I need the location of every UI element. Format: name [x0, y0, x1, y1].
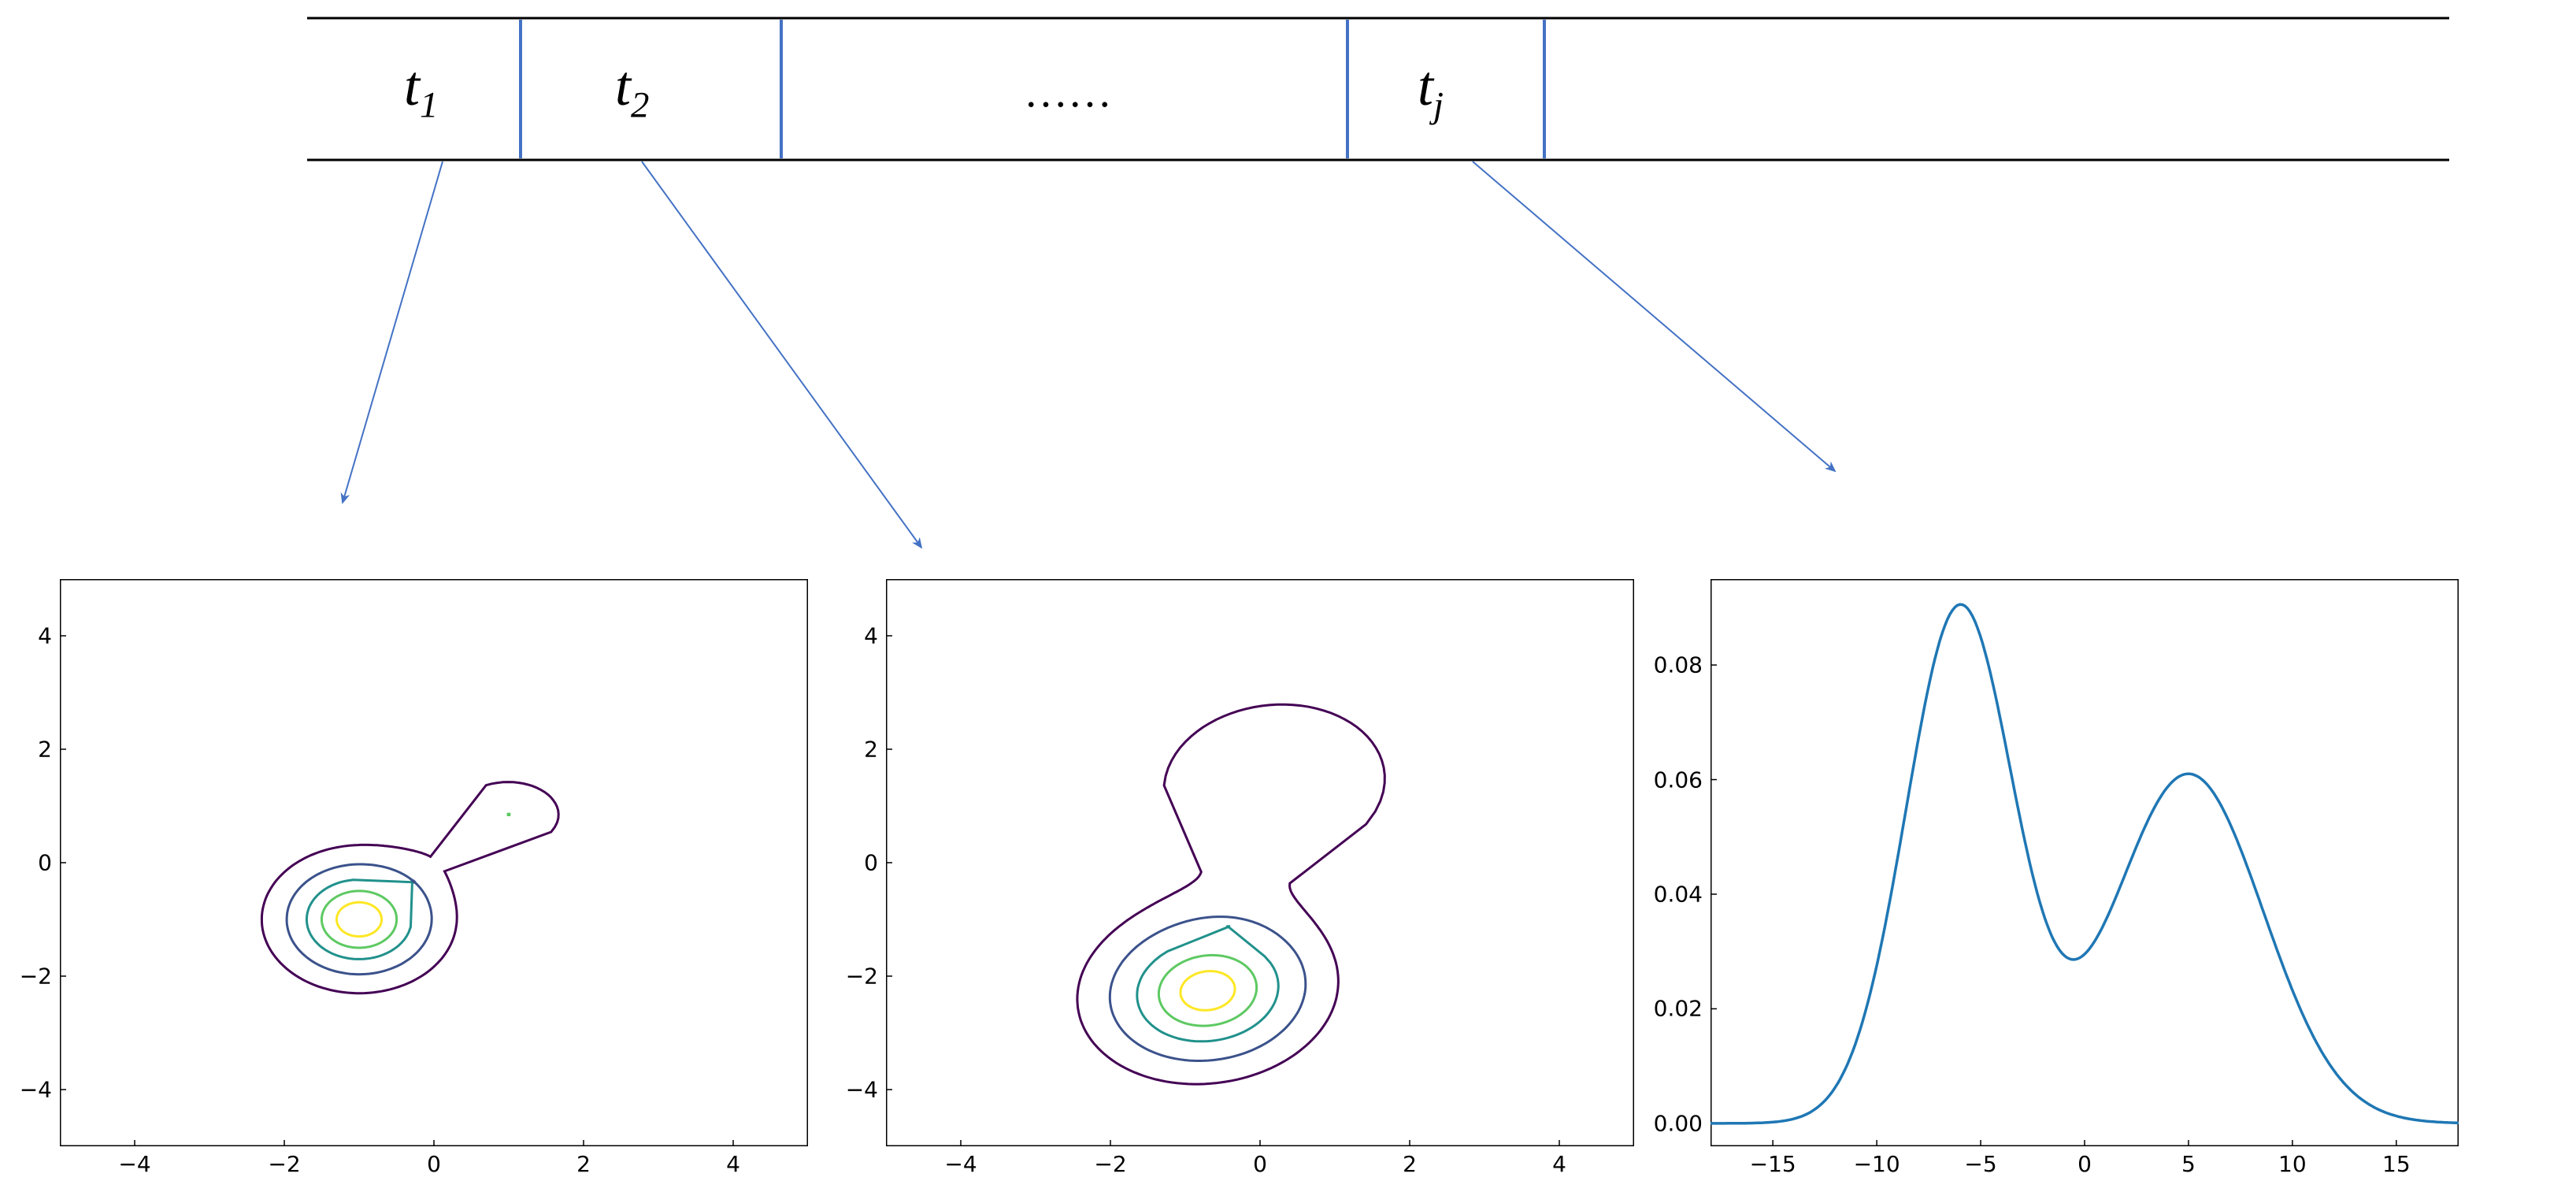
- ytick-label: 0.00: [1654, 1110, 1703, 1136]
- xtick-label: 0: [2077, 1151, 2092, 1177]
- xtick-label: 4: [1552, 1151, 1566, 1177]
- ytick-label: 0.06: [1654, 767, 1703, 793]
- ytick-label: 0: [864, 850, 878, 876]
- ytick-label: −2: [20, 964, 52, 990]
- ytick-label: 4: [864, 623, 878, 649]
- contour-plot-t2: [886, 579, 1634, 1146]
- xtick-label: −4: [118, 1151, 150, 1177]
- contour-level-1: [322, 891, 397, 948]
- density-curve: [1711, 604, 2459, 1123]
- xtick-label: −2: [268, 1151, 300, 1177]
- contour-plot-t1: [60, 579, 808, 1146]
- xtick-label: 2: [576, 1151, 591, 1177]
- ytick-label: 2: [38, 737, 52, 763]
- figure-canvas: t1t2……tj −4−2024−4−2024 −4−2024−4−2024 −…: [0, 0, 2576, 1192]
- contour-level-1: [508, 814, 510, 815]
- arrow-1: [642, 162, 921, 548]
- ytick-label: 0.02: [1654, 996, 1703, 1022]
- xtick-label: −5: [1964, 1151, 1996, 1177]
- ytick-label: −4: [20, 1077, 52, 1103]
- xtick-label: −2: [1094, 1151, 1126, 1177]
- contour-level-4: [261, 782, 558, 993]
- xtick-label: 5: [2181, 1151, 2196, 1177]
- ytick-label: 0.08: [1654, 652, 1703, 678]
- xtick-label: 0: [427, 1151, 441, 1177]
- contour-level-0: [337, 902, 382, 936]
- ytick-label: 0.04: [1654, 882, 1703, 908]
- xtick-label: 4: [726, 1151, 740, 1177]
- arrow-0: [343, 162, 443, 503]
- contour-level-4: [1077, 704, 1384, 1084]
- ytick-label: 4: [38, 623, 52, 649]
- ytick-label: −4: [846, 1077, 878, 1103]
- xtick-label: 15: [2382, 1151, 2411, 1177]
- xtick-label: −4: [944, 1151, 977, 1177]
- ytick-label: −2: [846, 964, 878, 990]
- xtick-label: −10: [1854, 1151, 1900, 1177]
- contour-level-0: [1181, 971, 1235, 1011]
- contour-level-3: [1110, 917, 1306, 1061]
- xtick-label: 2: [1403, 1151, 1417, 1177]
- density-line-plot-tj: [1711, 579, 2459, 1146]
- xtick-label: 0: [1253, 1151, 1267, 1177]
- contour-level-1: [1158, 955, 1256, 1026]
- ytick-label: 2: [864, 737, 878, 763]
- ytick-label: 0: [38, 850, 52, 876]
- xtick-label: 10: [2278, 1151, 2307, 1177]
- xtick-label: −15: [1750, 1151, 1796, 1177]
- arrow-2: [1473, 162, 1835, 471]
